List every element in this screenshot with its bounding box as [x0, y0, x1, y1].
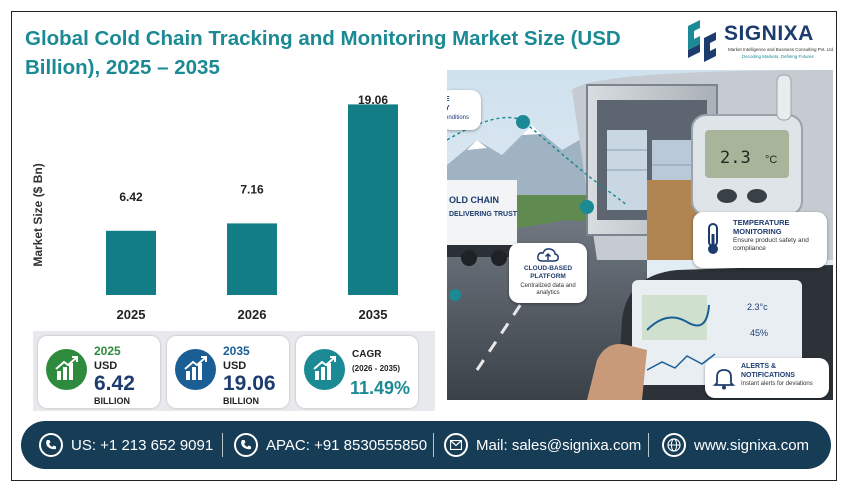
data-label-2026: 7.16 [240, 182, 264, 196]
truck-subtext: DELIVERING TRUST [449, 211, 518, 218]
device-reading: 2.3 [720, 148, 751, 168]
tablet-humidity: 45% [750, 328, 768, 338]
thermometer-icon [699, 222, 727, 256]
x-tick-label-2026: 2026 [238, 307, 267, 322]
signixa-logo-mark-icon [688, 20, 716, 62]
bar-2025 [106, 230, 156, 295]
logo-tagline: Decoding Markets. Defining Futures [742, 54, 814, 59]
visibility-callout-title: E [447, 96, 450, 103]
cagr-value: 11.49% [350, 378, 411, 398]
growth-chart-icon [304, 349, 345, 390]
footer-divider [648, 433, 649, 457]
cloud-platform-desc: Centralized data and analytics [520, 283, 576, 296]
visibility-callout: E Y onditions [447, 90, 481, 130]
footer-divider [222, 433, 223, 457]
stat-currency: USD [223, 360, 247, 372]
temperature-monitoring-desc: Ensure product safety and compliance [733, 237, 809, 252]
device-unit: °C [765, 154, 777, 166]
bar-2035 [348, 104, 398, 296]
visibility-callout-line3: onditions [447, 115, 470, 121]
stat-value: 6.42 [94, 372, 135, 395]
apac-phone-text: APAC: +91 8530555850 [266, 436, 428, 454]
website-contact[interactable]: www.signixa.com [662, 421, 809, 469]
visibility-callout-line2: Y [447, 105, 450, 112]
us-phone-text: US: +1 213 652 9091 [71, 436, 214, 454]
stat-card-cagr: CAGR (2026 - 2035) 11.49% [296, 336, 418, 408]
bar-chart-svg: Market Size ($ Bn) 6.42 2025 7.16 2026 19.06… [31, 93, 398, 322]
alerts-title: ALERTS & NOTIFICATIONS [741, 363, 795, 379]
growth-chart-icon [46, 349, 87, 390]
cold-chain-scene-image: OLD CHAIN DELIVERING TRUST 2.3 °C 2.3°c … [447, 70, 833, 400]
footer-divider [433, 433, 434, 457]
stat-year: 2035 [223, 344, 250, 358]
outer-frame [11, 11, 837, 481]
website-text: www.signixa.com [694, 436, 810, 454]
stat-unit: BILLION [223, 396, 259, 406]
data-label-2025: 6.42 [119, 190, 143, 204]
mail-text: Mail: sales@signixa.com [476, 436, 642, 454]
apac-phone-contact[interactable]: APAC: +91 8530555850 [234, 421, 427, 469]
phone-icon [39, 433, 63, 457]
x-tick-label-2025: 2025 [117, 307, 146, 322]
cagr-period: (2026 - 2035) [352, 364, 401, 373]
mail-icon [444, 433, 468, 457]
growth-chart-icon [175, 349, 216, 390]
temperature-monitoring-title: TEMPERATURE MONITORING [733, 218, 790, 236]
logo-subtitle: Market Intelligence and Business Consult… [728, 47, 835, 52]
signixa-logo: SIGNIXA Market Intelligence and Business… [684, 20, 844, 66]
stat-card-2035: 2035 USD 19.06 BILLION [167, 336, 289, 408]
stat-card-2025: 2025 USD 6.42 BILLION [38, 336, 160, 408]
bar-chart: Market Size ($ Bn) 6.42 2025 7.16 2026 19.06… [25, 80, 435, 330]
x-tick-label-2035: 2035 [359, 307, 388, 322]
stat-year: 2025 [94, 344, 121, 358]
page-title: Global Cold Chain Tracking and Monitorin… [25, 27, 621, 79]
cold-chain-illustration: OLD CHAIN DELIVERING TRUST 2.3 °C 2.3°c … [447, 70, 833, 400]
bell-icon [712, 366, 736, 390]
phone-icon [234, 433, 258, 457]
alerts-desc: Instant alerts for deviations [741, 381, 813, 387]
cloud-upload-icon [536, 247, 560, 263]
temperature-monitoring-callout: TEMPERATURE MONITORING Ensure product sa… [693, 212, 827, 268]
stats-panel: 2025 USD 6.42 BILLION 2035 USD 19.06 BIL… [33, 331, 435, 411]
stat-value: 19.06 [223, 372, 276, 395]
data-label-2035: 19.06 [358, 93, 388, 107]
tablet-temp: 2.3°c [747, 302, 768, 312]
cloud-platform-title: CLOUD-BASED PLATFORM [523, 265, 573, 280]
us-phone-contact[interactable]: US: +1 213 652 9091 [39, 421, 213, 469]
y-axis-label: Market Size ($ Bn) [31, 163, 45, 266]
alerts-callout: ALERTS & NOTIFICATIONS Instant alerts fo… [705, 358, 829, 398]
truck-text: OLD CHAIN [449, 195, 499, 205]
mail-contact[interactable]: Mail: sales@signixa.com [444, 421, 641, 469]
cloud-platform-callout: CLOUD-BASED PLATFORM Centralized data an… [509, 243, 587, 303]
cagr-label: CAGR [352, 349, 382, 360]
logo-name: SIGNIXA [724, 22, 814, 45]
stat-currency: USD [94, 360, 118, 372]
globe-icon [662, 433, 686, 457]
bar-2026 [227, 223, 277, 295]
stat-unit: BILLION [94, 396, 130, 406]
contact-footer: US: +1 213 652 9091 APAC: +91 8530555850… [21, 421, 831, 469]
